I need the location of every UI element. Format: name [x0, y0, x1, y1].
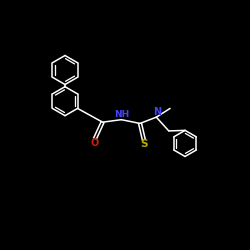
Text: S: S — [140, 139, 147, 149]
Text: O: O — [91, 138, 99, 148]
Text: N: N — [153, 107, 161, 117]
Text: NH: NH — [114, 110, 129, 119]
